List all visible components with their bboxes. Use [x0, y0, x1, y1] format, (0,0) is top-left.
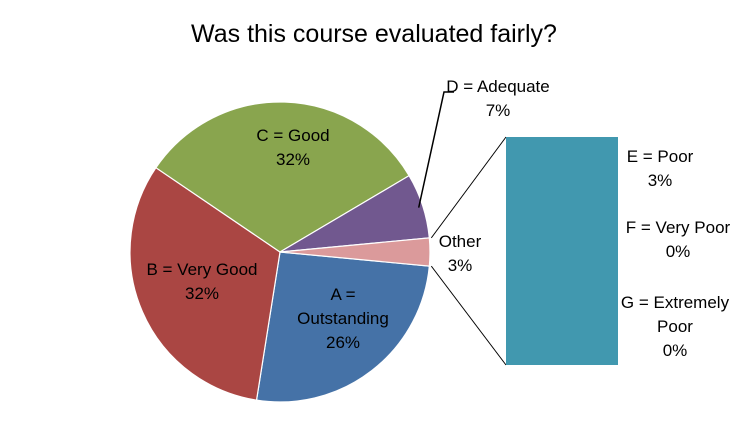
- data-label-other: Other 3%: [439, 232, 482, 275]
- secondary-label-g-extremely-poor: G = Extremely Poor 0%: [621, 293, 730, 360]
- data-label-value: 7%: [486, 101, 511, 120]
- secondary-bar: [506, 137, 618, 365]
- pie-group: [129, 101, 431, 403]
- connector-lines: [430, 136, 507, 366]
- data-label-value: 0%: [663, 341, 688, 360]
- secondary-bar-group: [506, 137, 618, 365]
- data-label-text: A =: [330, 285, 355, 304]
- pie-slice-b-very-good: [129, 166, 281, 401]
- data-label-text: E = Poor: [627, 147, 694, 166]
- leader-line-d-adequate: [417, 91, 454, 208]
- data-label-text: C = Good: [256, 126, 329, 145]
- chart-title: Was this course evaluated fairly?: [191, 20, 557, 48]
- data-label-value: 32%: [276, 150, 310, 169]
- data-label-d-adequate: D = Adequate 7%: [446, 77, 550, 120]
- data-label-a-outstanding: A = Outstanding 26%: [297, 285, 389, 352]
- data-label-value: 3%: [448, 256, 473, 275]
- data-label-text: B = Very Good: [146, 260, 257, 279]
- connector-line-top: [430, 136, 507, 239]
- secondary-label-f-very-poor: F = Very Poor 0%: [626, 218, 731, 261]
- pie-slice-other: [279, 237, 431, 267]
- data-label-text: Other: [439, 232, 482, 251]
- data-label-text: Poor: [657, 317, 693, 336]
- data-label-text: D = Adequate: [446, 77, 550, 96]
- data-label-text: Outstanding: [297, 309, 389, 328]
- connector-line-bottom: [430, 265, 507, 366]
- data-label-text: F = Very Poor: [626, 218, 731, 237]
- data-label-value: 32%: [185, 284, 219, 303]
- data-label-b-very-good: B = Very Good 32%: [146, 260, 257, 303]
- data-label-text: G = Extremely: [621, 293, 730, 312]
- pie-slice-a-outstanding: [255, 251, 430, 403]
- data-label-value: 3%: [648, 171, 673, 190]
- secondary-label-e-poor: E = Poor 3%: [627, 147, 694, 190]
- data-label-value: 26%: [326, 333, 360, 352]
- pie-slice-c-good: [155, 101, 410, 253]
- data-label-value: 0%: [666, 242, 691, 261]
- data-label-c-good: C = Good 32%: [256, 126, 329, 169]
